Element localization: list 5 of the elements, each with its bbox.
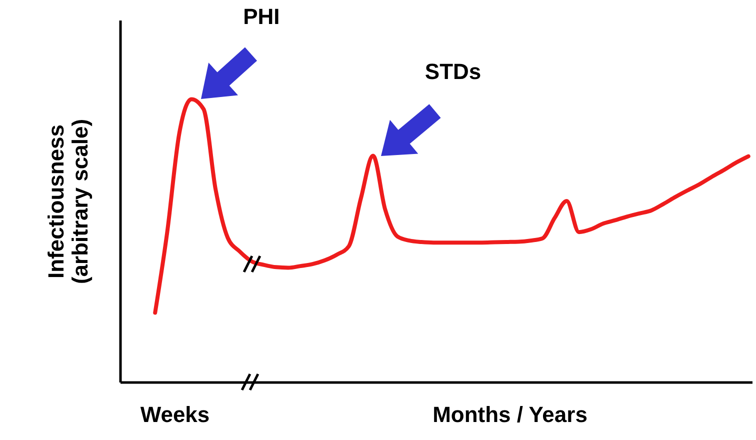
text: Months / Years (432, 402, 588, 428)
text: PHI (243, 4, 280, 30)
text: STDs (424, 58, 482, 85)
y-axis-title: Infectiousness (arbitrary scale) (44, 118, 92, 284)
text: Weeks (140, 402, 210, 428)
